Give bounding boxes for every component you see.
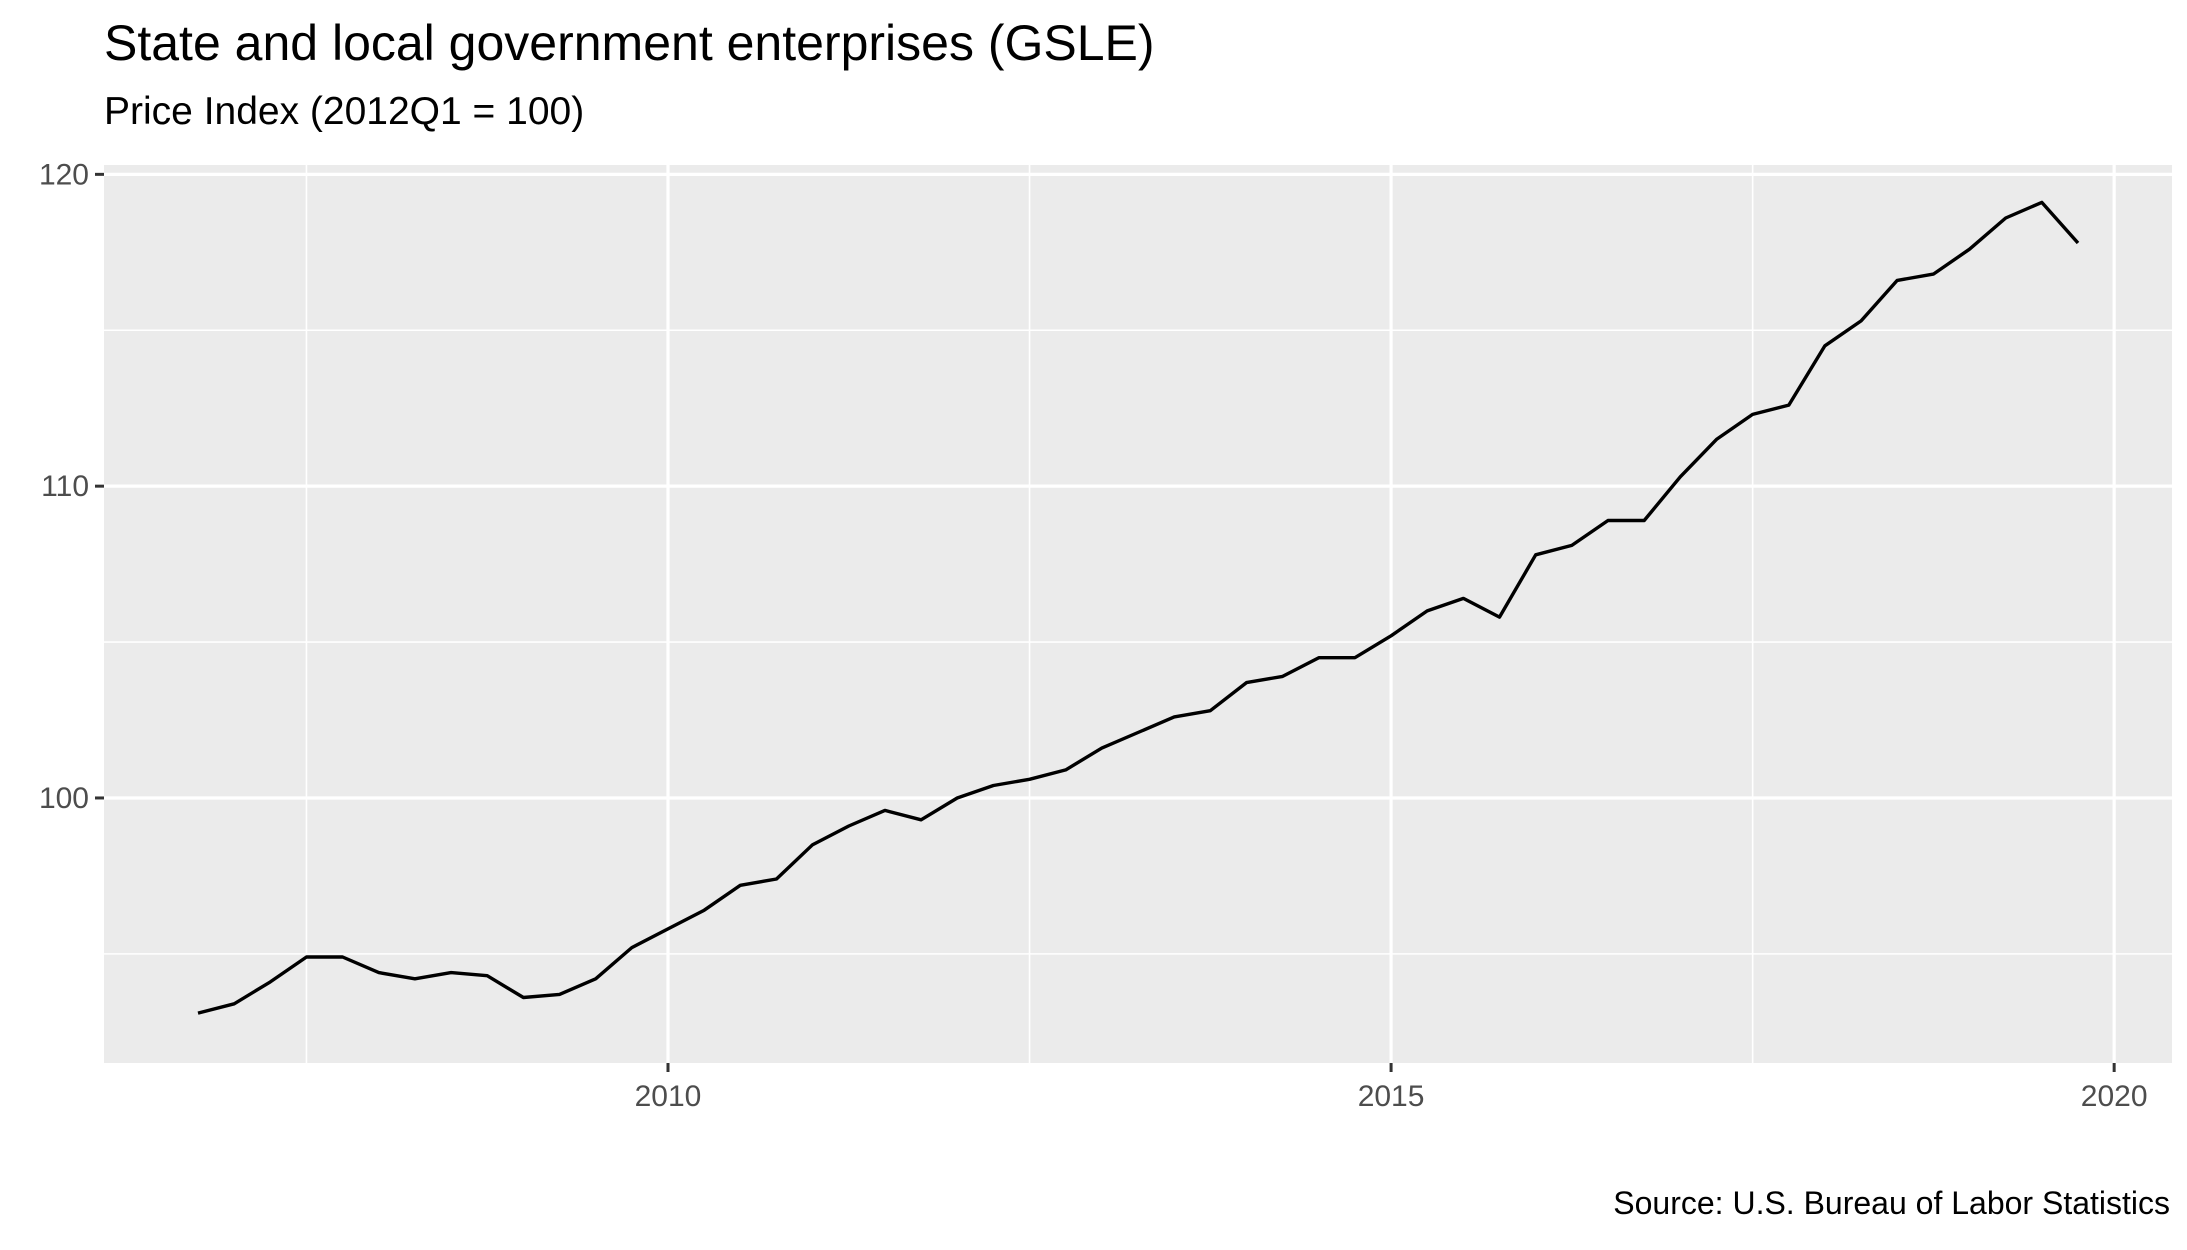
chart-title: State and local government enterprises (… [104, 15, 1155, 71]
y-tick-label: 100 [39, 782, 89, 815]
axes: 2010 2015 2020 100 110 120 [39, 158, 2148, 1113]
chart-subtitle: Price Index (2012Q1 = 100) [104, 90, 585, 133]
minor-grid [104, 165, 2172, 1063]
series-layer [197, 200, 2080, 1015]
major-grid [104, 165, 2172, 1063]
series-line [197, 200, 2080, 1015]
x-tick-label: 2015 [1358, 1080, 1425, 1113]
plot-panel [104, 165, 2172, 1063]
y-tick-label: 110 [41, 470, 89, 503]
x-tick-label: 2020 [2081, 1080, 2148, 1113]
y-tick-label: 120 [39, 158, 89, 191]
chart-caption: Source: U.S. Bureau of Labor Statistics [1613, 1185, 2170, 1221]
x-tick-label: 2010 [635, 1080, 702, 1113]
